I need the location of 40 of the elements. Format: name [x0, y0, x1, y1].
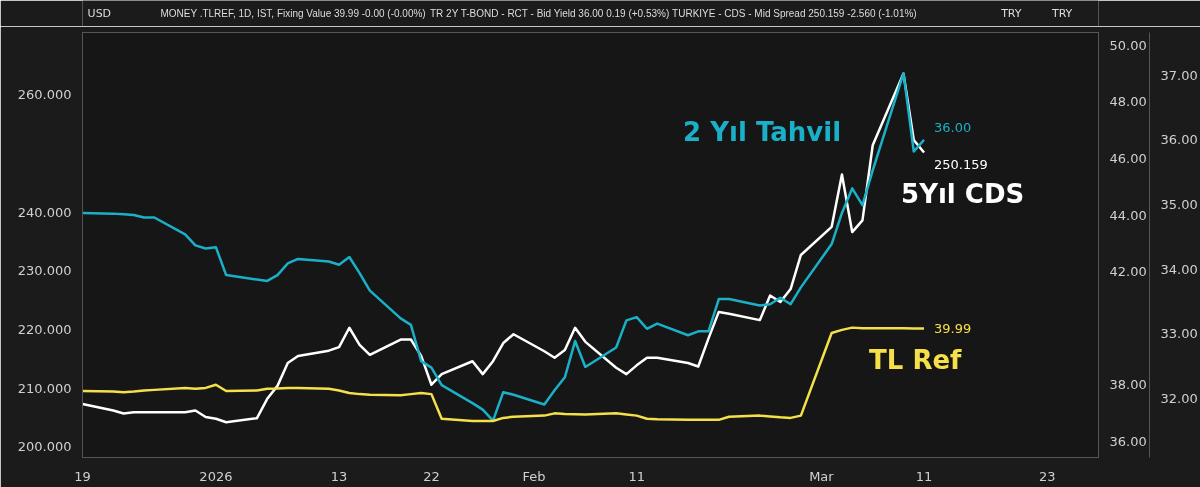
data-label: 36.00 — [934, 120, 972, 136]
y-tick-label: 200.000 — [17, 439, 72, 455]
text: MONEY .TLREF, 1D, IST, Fixing Value 39.99 -0.00 (-0.00%) — [160, 8, 426, 19]
y2-tick-label: 46.00 — [1109, 150, 1147, 166]
y2-tick-label: 50.00 — [1109, 37, 1147, 53]
y3-tick-label: 34.00 — [1160, 261, 1198, 277]
text: TR 2Y T-BOND - RCT - Bid Yield 36.00 0.19 (+0.53%) — [429, 8, 670, 19]
data-label: 250.159 — [934, 156, 988, 172]
series-label: 5Yıl CDS — [901, 179, 1025, 210]
x-tick-label: 11 — [915, 468, 933, 484]
x-tick-label: 22 — [423, 468, 440, 484]
y3-tick-label: 35.00 — [1160, 197, 1198, 213]
y2-tick-label: 48.00 — [1109, 94, 1147, 110]
x-tick-label: 11 — [628, 468, 645, 484]
x-tick-label: 19 — [74, 468, 91, 484]
x-tick-label: Mar — [809, 468, 835, 484]
y-tick-label: 240.000 — [17, 204, 72, 220]
y3-tick-label: 36.00 — [1160, 132, 1198, 148]
y2-axis-title: TRY — [1000, 7, 1022, 20]
y3-tick-label: 37.00 — [1160, 67, 1198, 83]
series-label: 2 Yıl Tahvil — [683, 116, 842, 147]
y-tick-label: 220.000 — [17, 322, 72, 338]
y2-tick-label: 38.00 — [1109, 377, 1147, 393]
x-tick-label: 13 — [330, 468, 348, 484]
x-tick-label: 23 — [1038, 468, 1056, 484]
y2-tick-label: 44.00 — [1109, 207, 1147, 223]
y-axis-title: USD — [87, 7, 112, 20]
y2-tick-label: 36.00 — [1109, 433, 1147, 449]
y-tick-label: 260.000 — [17, 87, 72, 103]
y-tick-label: 210.000 — [17, 380, 72, 396]
data-label: 39.99 — [934, 320, 972, 336]
x-tick-label: Feb — [522, 468, 546, 484]
y3-tick-label: 32.00 — [1160, 391, 1198, 407]
text: TURKIYE - CDS - Mid Spread 250.159 -2.560 (-1.01%) — [672, 8, 917, 19]
y2-tick-label: 42.00 — [1109, 264, 1147, 280]
series-label: TL Ref — [869, 345, 963, 376]
x-tick-label: 2026 — [199, 468, 233, 484]
y3-tick-label: 33.00 — [1160, 326, 1198, 342]
y3-axis-title: TRY — [1050, 7, 1073, 20]
y-tick-label: 230.000 — [17, 263, 72, 279]
